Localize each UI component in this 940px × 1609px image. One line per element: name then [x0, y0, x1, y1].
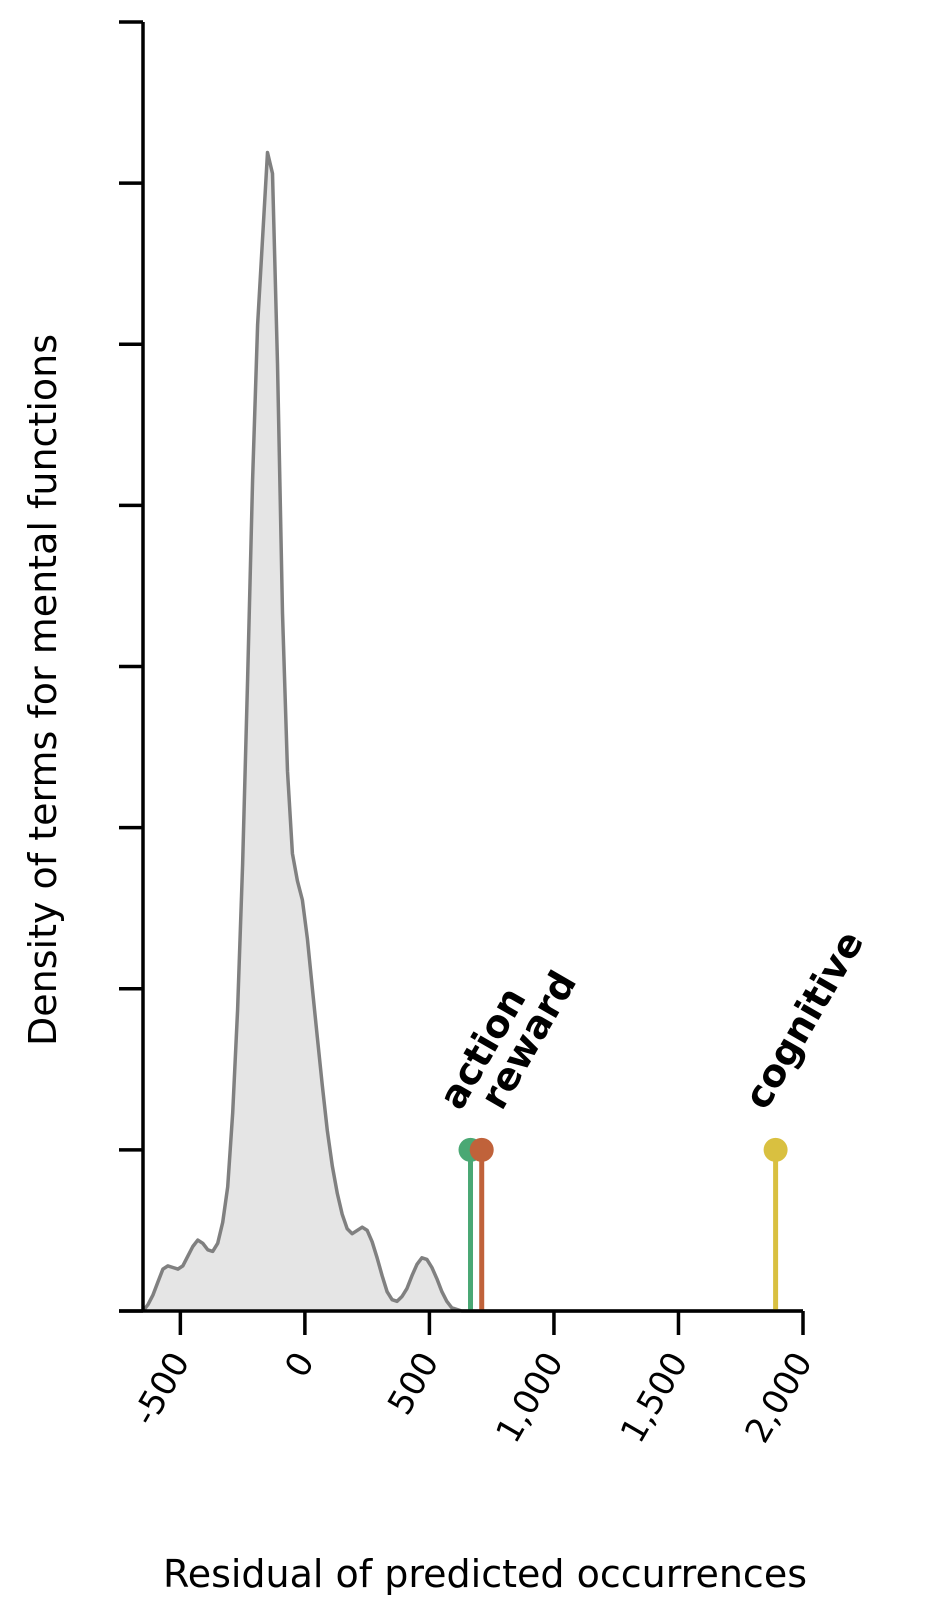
marker-cognitive: cognitive: [735, 923, 872, 1311]
x-tick-label: 1,000: [488, 1346, 571, 1450]
x-tick-label: 1,500: [613, 1346, 696, 1450]
plot-area: [141, 150, 803, 1313]
x-axis: -500 0 500 1,000 1,500 2,000: [119, 1309, 821, 1450]
marker-label-cognitive: cognitive: [735, 923, 872, 1116]
x-tick-label: -500: [125, 1346, 198, 1433]
marker-dot: [469, 1137, 494, 1162]
density-area: [143, 152, 803, 1311]
x-axis-title: Residual of predicted occurrences: [163, 1552, 807, 1596]
marker-dot: [763, 1137, 788, 1162]
y-axis-title: Density of terms for mental functions: [21, 334, 65, 1046]
y-axis: [119, 20, 145, 1313]
x-tick-label: 2,000: [737, 1346, 820, 1450]
x-tick-label: 500: [380, 1346, 447, 1422]
x-tick-label: 0: [277, 1346, 322, 1385]
